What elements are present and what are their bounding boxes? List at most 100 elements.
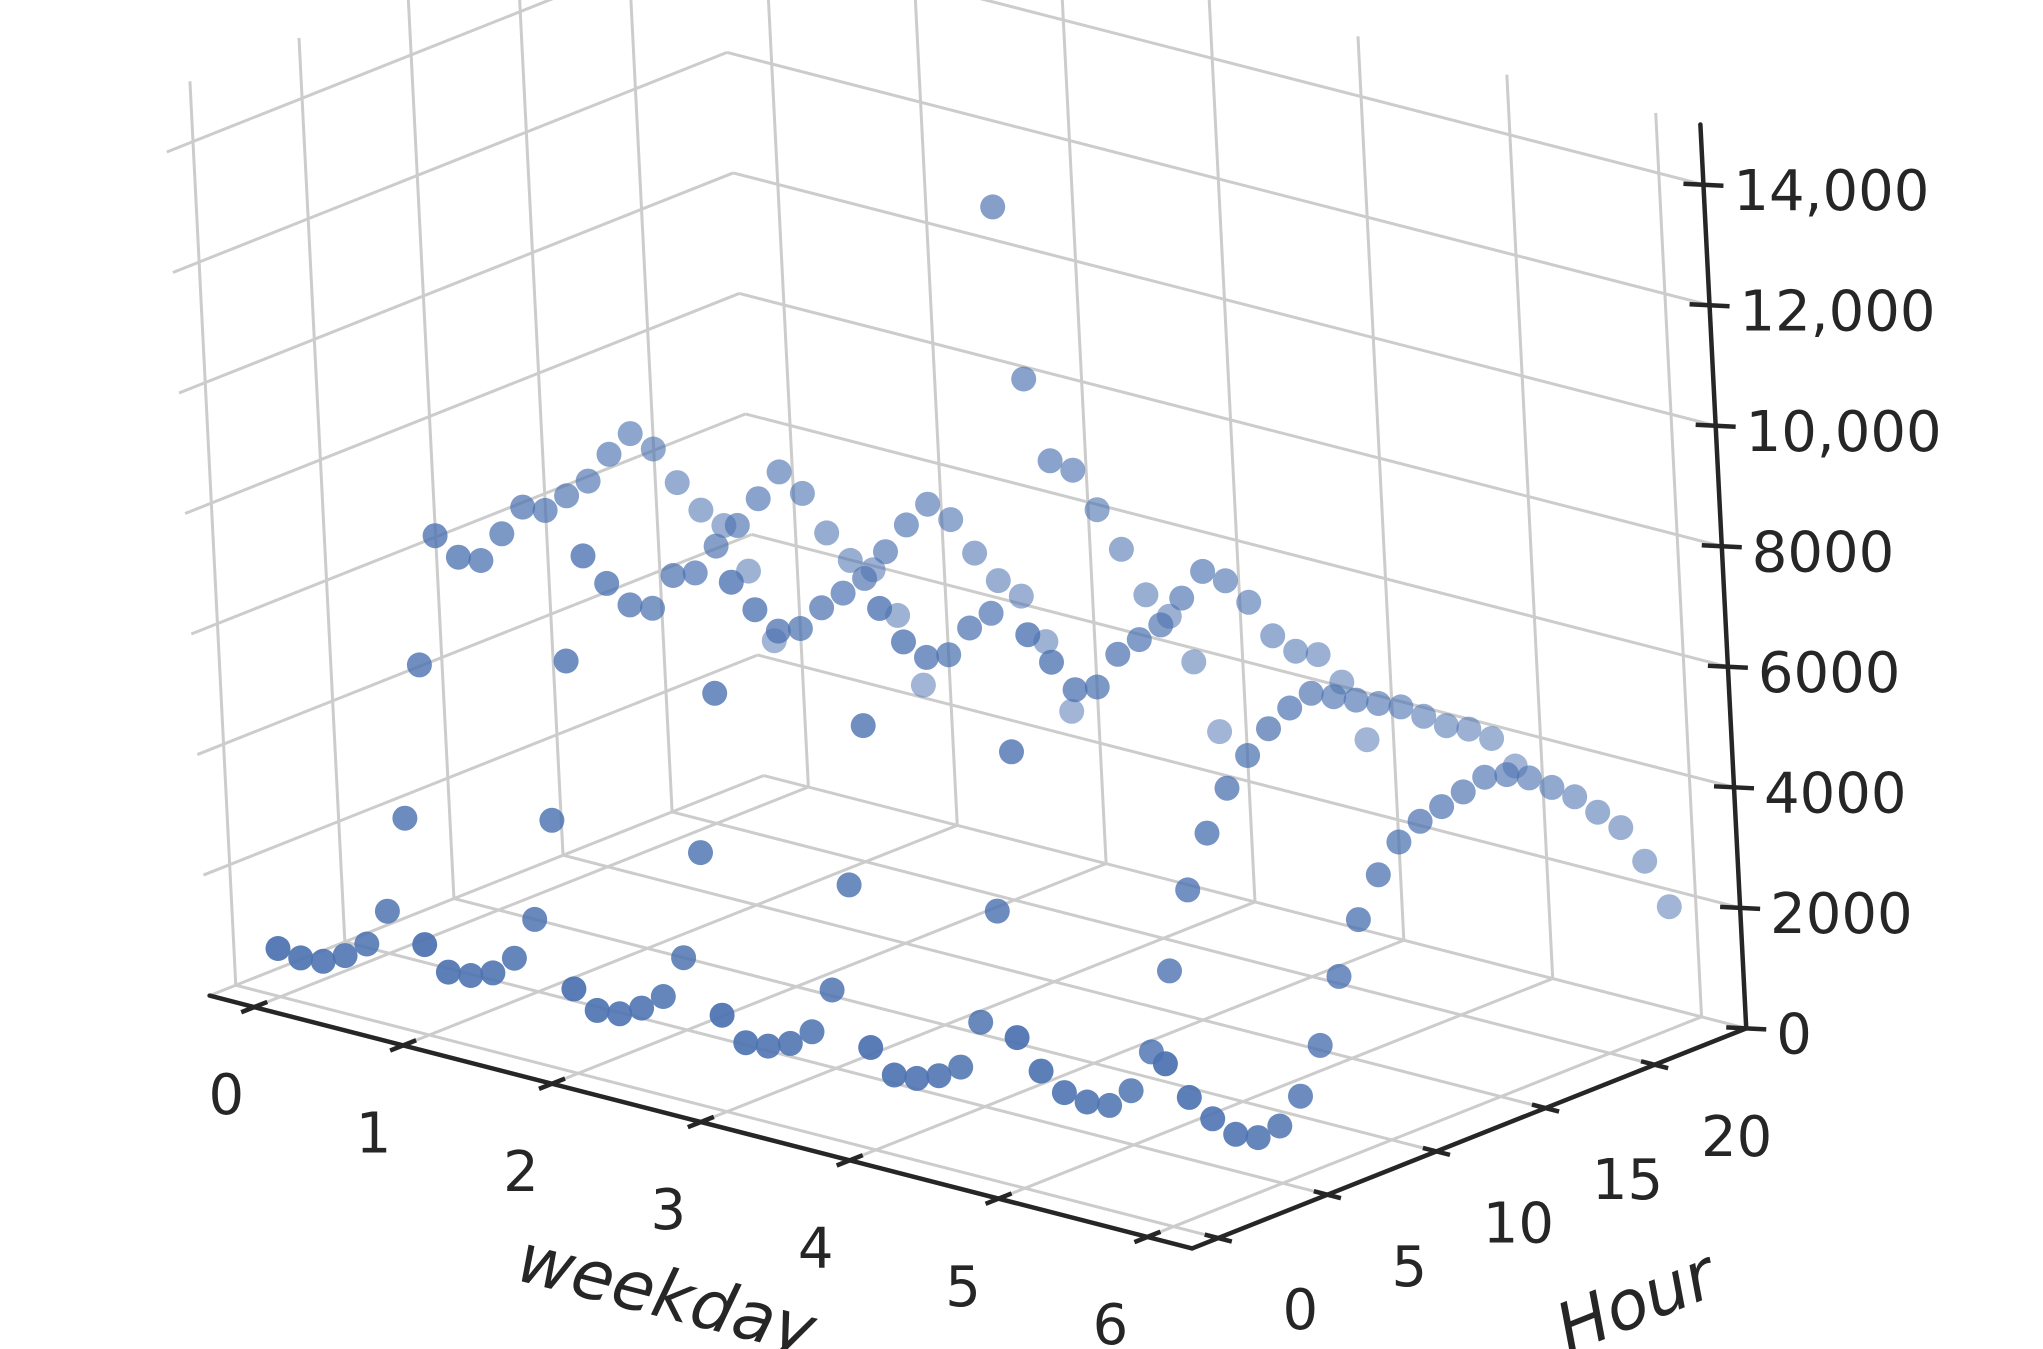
scatter-point xyxy=(629,995,655,1021)
scatter-point xyxy=(688,497,714,523)
scatter-point xyxy=(354,931,380,957)
scatter-point xyxy=(584,997,610,1023)
scatter-point xyxy=(561,976,587,1002)
z-tick-mark xyxy=(1713,784,1755,791)
scatter-point xyxy=(1084,497,1110,523)
scatter-point xyxy=(1169,585,1195,611)
scatter-point xyxy=(962,540,988,566)
gridline-back-z xyxy=(979,0,1704,187)
scatter-point xyxy=(422,523,448,549)
scatter-point xyxy=(1321,684,1347,710)
scatter-point xyxy=(1632,848,1658,874)
scatter-point xyxy=(1608,815,1634,841)
scatter-point xyxy=(412,932,438,958)
scatter-point xyxy=(392,805,418,831)
scatter-point xyxy=(660,563,686,588)
scatter-point xyxy=(1429,794,1455,820)
gridline-back-x xyxy=(1060,0,1108,864)
gridline-side-z xyxy=(166,0,554,154)
scatter-point xyxy=(745,486,771,512)
scatter-point xyxy=(650,984,676,1009)
scatter-point xyxy=(1181,649,1207,675)
scatter-point xyxy=(1235,743,1261,768)
y-tick-mark xyxy=(1422,1145,1451,1158)
z-tick-label: 14,000 xyxy=(1733,159,1929,224)
scatter-point xyxy=(724,512,750,538)
gridline-back-z xyxy=(738,291,1723,548)
scatter-point xyxy=(1051,1080,1077,1106)
x-tick-label: 6 xyxy=(1093,1293,1129,1349)
scatter-point xyxy=(999,739,1024,765)
gridline-back-x xyxy=(766,0,810,788)
scatter-point xyxy=(1223,1121,1249,1147)
gridline-back-z xyxy=(751,533,1735,789)
gridline-floor-y xyxy=(235,983,1219,1240)
scatter-point xyxy=(522,906,548,932)
z-tick-label: 2000 xyxy=(1770,882,1913,947)
x-tick-mark xyxy=(538,1076,566,1091)
scatter-point xyxy=(867,595,893,621)
scatter-point xyxy=(926,1063,952,1089)
x-tick-label: 1 xyxy=(356,1102,392,1167)
scatter-point xyxy=(617,592,643,618)
scatter-point xyxy=(1343,687,1369,713)
x-tick-label: 4 xyxy=(798,1216,834,1281)
scatter-point xyxy=(664,470,690,496)
gridline-side-z xyxy=(184,292,740,515)
scatter-point xyxy=(702,680,728,706)
x-tick-mark xyxy=(984,1191,1013,1206)
scatter-point xyxy=(948,1054,974,1080)
z-tick-label: 12,000 xyxy=(1740,279,1936,344)
gridline-floor-y xyxy=(562,853,1546,1110)
gridline-side-z xyxy=(178,171,734,395)
scatter-point xyxy=(858,1035,884,1060)
gridline-side-y xyxy=(518,0,565,856)
scatter-point xyxy=(957,615,983,641)
scatter-point xyxy=(766,459,792,485)
scatter-point xyxy=(1214,775,1240,801)
scatter-point xyxy=(938,507,964,533)
z-tick-label: 10,000 xyxy=(1746,400,1942,465)
scatter-point xyxy=(787,616,813,641)
scatter-point xyxy=(510,494,536,520)
scatter-point xyxy=(1175,877,1201,903)
y-tick-mark xyxy=(1640,1059,1669,1071)
gridline-back-x xyxy=(1356,36,1406,941)
scatter-point xyxy=(1126,627,1152,653)
scatter-point xyxy=(539,807,565,833)
scatter-point xyxy=(1260,623,1286,649)
scatter-point xyxy=(789,480,815,506)
scatter-point xyxy=(596,441,622,467)
scatter-point xyxy=(288,945,314,971)
scatter-point xyxy=(881,1062,907,1088)
scatter-point xyxy=(1236,589,1262,615)
scatter-point xyxy=(1267,1113,1293,1139)
scatter-point xyxy=(1028,1058,1054,1084)
scatter-point xyxy=(406,652,432,678)
scatter-point xyxy=(850,713,876,739)
x-tick-mark xyxy=(240,999,269,1015)
scatter-point xyxy=(980,194,1006,220)
scatter-point xyxy=(1157,958,1182,984)
scatter-point xyxy=(1277,695,1303,721)
scatter-point xyxy=(1345,907,1371,933)
scatter-point xyxy=(682,560,708,586)
z-tick-mark xyxy=(1683,181,1724,188)
z-tick-mark xyxy=(1720,904,1761,912)
gridline-side-y xyxy=(188,81,238,986)
scatter-point xyxy=(1194,820,1220,846)
scatter-point xyxy=(1656,894,1682,920)
scatter-point xyxy=(936,642,962,668)
x-tick-mark xyxy=(1133,1229,1162,1245)
scatter-point xyxy=(332,943,358,969)
scatter-point xyxy=(777,1030,803,1056)
z-tick-mark xyxy=(1707,663,1749,671)
scatter-point xyxy=(1207,719,1233,745)
scatter-point xyxy=(374,898,400,924)
scatter-point xyxy=(1407,808,1433,834)
gridline-side-y xyxy=(297,37,347,942)
z-tick-mark xyxy=(1689,301,1730,309)
scatter-point xyxy=(830,580,856,606)
scatter-point xyxy=(1097,1092,1123,1118)
